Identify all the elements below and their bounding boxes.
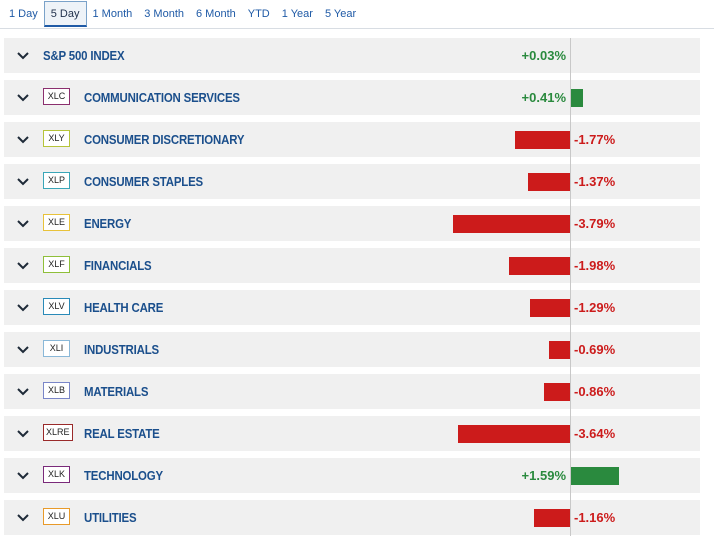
- chevron-down-icon[interactable]: [14, 256, 32, 274]
- tab-5-year[interactable]: 5 Year: [324, 8, 357, 20]
- sector-name[interactable]: COMMUNICATION SERVICES: [84, 90, 240, 105]
- percent-change-label: -1.98%: [574, 258, 616, 273]
- sector-row[interactable]: XLP CONSUMER STAPLES -1.37%: [4, 164, 700, 199]
- zero-axis-line: [570, 38, 571, 536]
- sector-row[interactable]: XLU UTILITIES -1.16%: [4, 500, 700, 535]
- chevron-down-icon[interactable]: [14, 46, 32, 64]
- sector-name[interactable]: INDUSTRIALS: [84, 342, 159, 357]
- chevron-down-icon[interactable]: [14, 340, 32, 358]
- ticker-badge: XLV: [43, 298, 70, 315]
- ticker-badge: XLC: [43, 88, 70, 105]
- sector-row[interactable]: XLI INDUSTRIALS -0.69%: [4, 332, 700, 367]
- performance-bar: [530, 299, 570, 317]
- ticker-badge: XLP: [43, 172, 70, 189]
- percent-change-label: -0.69%: [574, 342, 616, 357]
- ticker-badge: XLRE: [43, 424, 73, 441]
- performance-bar: [453, 215, 570, 233]
- sector-row[interactable]: XLE ENERGY -3.79%: [4, 206, 700, 241]
- performance-bar: [543, 383, 570, 401]
- sector-name[interactable]: CONSUMER DISCRETIONARY: [84, 132, 245, 147]
- ticker-badge: XLK: [43, 466, 70, 483]
- tab-6-month[interactable]: 6 Month: [196, 8, 236, 20]
- ticker-badge: XLF: [43, 256, 70, 273]
- chevron-down-icon[interactable]: [14, 172, 32, 190]
- performance-bar: [509, 257, 570, 275]
- sector-name[interactable]: ENERGY: [84, 216, 132, 231]
- chevron-down-icon[interactable]: [14, 424, 32, 442]
- performance-bar: [527, 173, 570, 191]
- sector-row[interactable]: XLRE REAL ESTATE -3.64%: [4, 416, 700, 451]
- percent-change-label: -3.79%: [574, 216, 616, 231]
- ticker-badge: XLY: [43, 130, 70, 147]
- sector-name[interactable]: HEALTH CARE: [84, 300, 164, 315]
- ticker-badge: XLB: [43, 382, 70, 399]
- sector-name[interactable]: TECHNOLOGY: [84, 468, 163, 483]
- percent-change-label: -1.16%: [574, 510, 616, 525]
- percent-change-label: -0.86%: [574, 384, 616, 399]
- sector-name[interactable]: FINANCIALS: [84, 258, 152, 273]
- performance-bar: [570, 89, 583, 107]
- sector-row[interactable]: XLV HEALTH CARE -1.29%: [4, 290, 700, 325]
- sector-row[interactable]: XLC COMMUNICATION SERVICES +0.41%: [4, 80, 700, 115]
- sector-row[interactable]: XLF FINANCIALS -1.98%: [4, 248, 700, 283]
- ticker-badge: XLI: [43, 340, 70, 357]
- sector-name[interactable]: S&P 500 INDEX: [43, 48, 125, 63]
- performance-bar: [548, 341, 570, 359]
- tab-1-month[interactable]: 1 Month: [92, 8, 133, 20]
- sector-name[interactable]: UTILITIES: [84, 510, 137, 525]
- percent-change-label: +0.03%: [521, 48, 566, 63]
- percent-change-label: +0.41%: [521, 90, 566, 105]
- sector-row[interactable]: XLY CONSUMER DISCRETIONARY -1.77%: [4, 122, 700, 157]
- sector-row[interactable]: XLK TECHNOLOGY +1.59%: [4, 458, 700, 493]
- chevron-down-icon[interactable]: [14, 508, 32, 526]
- sector-name[interactable]: MATERIALS: [84, 384, 149, 399]
- chevron-down-icon[interactable]: [14, 466, 32, 484]
- sector-row[interactable]: S&P 500 INDEX +0.03%: [4, 38, 700, 73]
- chevron-down-icon[interactable]: [14, 88, 32, 106]
- ticker-badge: XLU: [43, 508, 70, 525]
- chevron-down-icon[interactable]: [14, 130, 32, 148]
- performance-bar: [534, 509, 570, 527]
- percent-change-label: -1.37%: [574, 174, 616, 189]
- percent-change-label: -3.64%: [574, 426, 616, 441]
- performance-bar: [570, 467, 619, 485]
- sector-name[interactable]: REAL ESTATE: [84, 426, 160, 441]
- tab-5-day[interactable]: 5 Day: [43, 1, 87, 27]
- chevron-down-icon[interactable]: [14, 382, 32, 400]
- performance-bar: [457, 425, 570, 443]
- percent-change-label: -1.29%: [574, 300, 616, 315]
- tab-divider: [0, 28, 714, 29]
- chevron-down-icon[interactable]: [14, 214, 32, 232]
- sector-row[interactable]: XLB MATERIALS -0.86%: [4, 374, 700, 409]
- tab-1-year[interactable]: 1 Year: [281, 8, 313, 20]
- performance-bar: [515, 131, 570, 149]
- chevron-down-icon[interactable]: [14, 298, 32, 316]
- percent-change-label: -1.77%: [574, 132, 616, 147]
- sector-name[interactable]: CONSUMER STAPLES: [84, 174, 204, 189]
- tab-ytd[interactable]: YTD: [247, 8, 270, 20]
- tab-1-day[interactable]: 1 Day: [9, 8, 38, 20]
- percent-change-label: +1.59%: [521, 468, 566, 483]
- timeframe-tabs: 1 Day 5 Day 1 Month 3 Month 6 Month YTD …: [0, 0, 714, 28]
- tab-3-month[interactable]: 3 Month: [144, 8, 184, 20]
- ticker-badge: XLE: [43, 214, 70, 231]
